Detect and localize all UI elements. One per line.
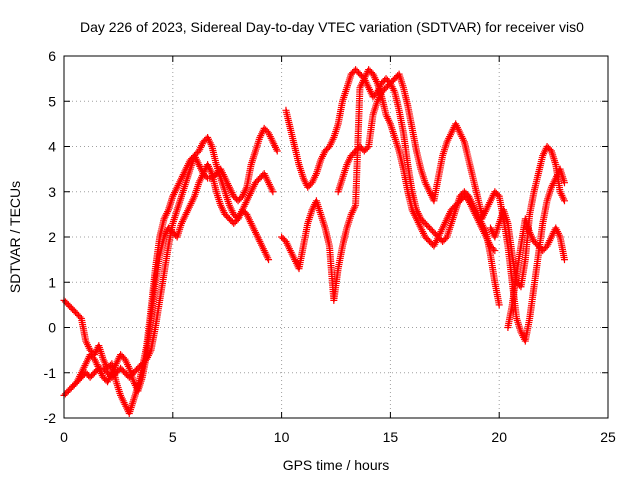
data-point (76, 313, 84, 321)
data-point (269, 188, 277, 196)
x-tick-label: 0 (60, 429, 68, 445)
y-tick-label: -1 (44, 365, 57, 381)
x-tick-label: 25 (600, 429, 616, 445)
series-track-d (282, 66, 503, 309)
data-point (265, 256, 273, 264)
y-tick-label: -2 (44, 410, 57, 426)
data-point (494, 191, 502, 199)
chart-title: Day 226 of 2023, Sidereal Day-to-day VTE… (80, 19, 584, 35)
y-tick-label: 2 (48, 229, 56, 245)
x-tick-label: 15 (383, 429, 399, 445)
data-point (491, 247, 499, 255)
data-point (560, 179, 568, 187)
y-tick-label: 6 (48, 48, 56, 64)
y-axis-label: SDTVAR / TECUs (7, 181, 23, 293)
y-tick-label: 1 (48, 274, 56, 290)
series-track-f (334, 70, 486, 218)
series-track-e (278, 66, 499, 304)
data-point (560, 197, 568, 205)
y-tick-label: 5 (48, 93, 56, 109)
data-point (560, 256, 568, 264)
series-track-g (478, 165, 568, 345)
series-track-i (504, 215, 568, 331)
axis-ticks: 0 5 10 15 20 25 -2 -1 0 1 2 3 4 5 6 (44, 48, 616, 445)
y-tick-label: 4 (48, 139, 56, 155)
x-tick-label: 20 (491, 429, 507, 445)
data-point (363, 144, 371, 152)
data-point (273, 147, 281, 155)
x-tick-label: 10 (274, 429, 290, 445)
data-point (495, 301, 503, 309)
x-tick-label: 5 (169, 429, 177, 445)
y-tick-label: 3 (48, 184, 56, 200)
x-axis-label: GPS time / hours (283, 457, 390, 473)
data-point (489, 245, 497, 253)
series-track-c (69, 161, 273, 395)
y-tick-label: 0 (48, 320, 56, 336)
data-marks (60, 66, 568, 417)
